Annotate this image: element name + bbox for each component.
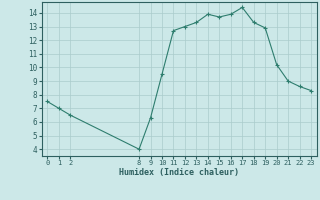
X-axis label: Humidex (Indice chaleur): Humidex (Indice chaleur) (119, 168, 239, 177)
